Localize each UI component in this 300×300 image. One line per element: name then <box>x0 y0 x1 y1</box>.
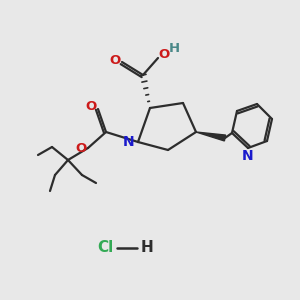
Text: N: N <box>242 149 254 163</box>
Text: H: H <box>168 41 180 55</box>
Text: O: O <box>110 53 121 67</box>
Text: H: H <box>141 241 153 256</box>
Text: O: O <box>85 100 97 113</box>
Text: O: O <box>158 49 169 62</box>
Text: O: O <box>75 142 87 154</box>
Polygon shape <box>196 132 226 141</box>
Text: N: N <box>123 135 135 149</box>
Text: Cl: Cl <box>97 241 113 256</box>
